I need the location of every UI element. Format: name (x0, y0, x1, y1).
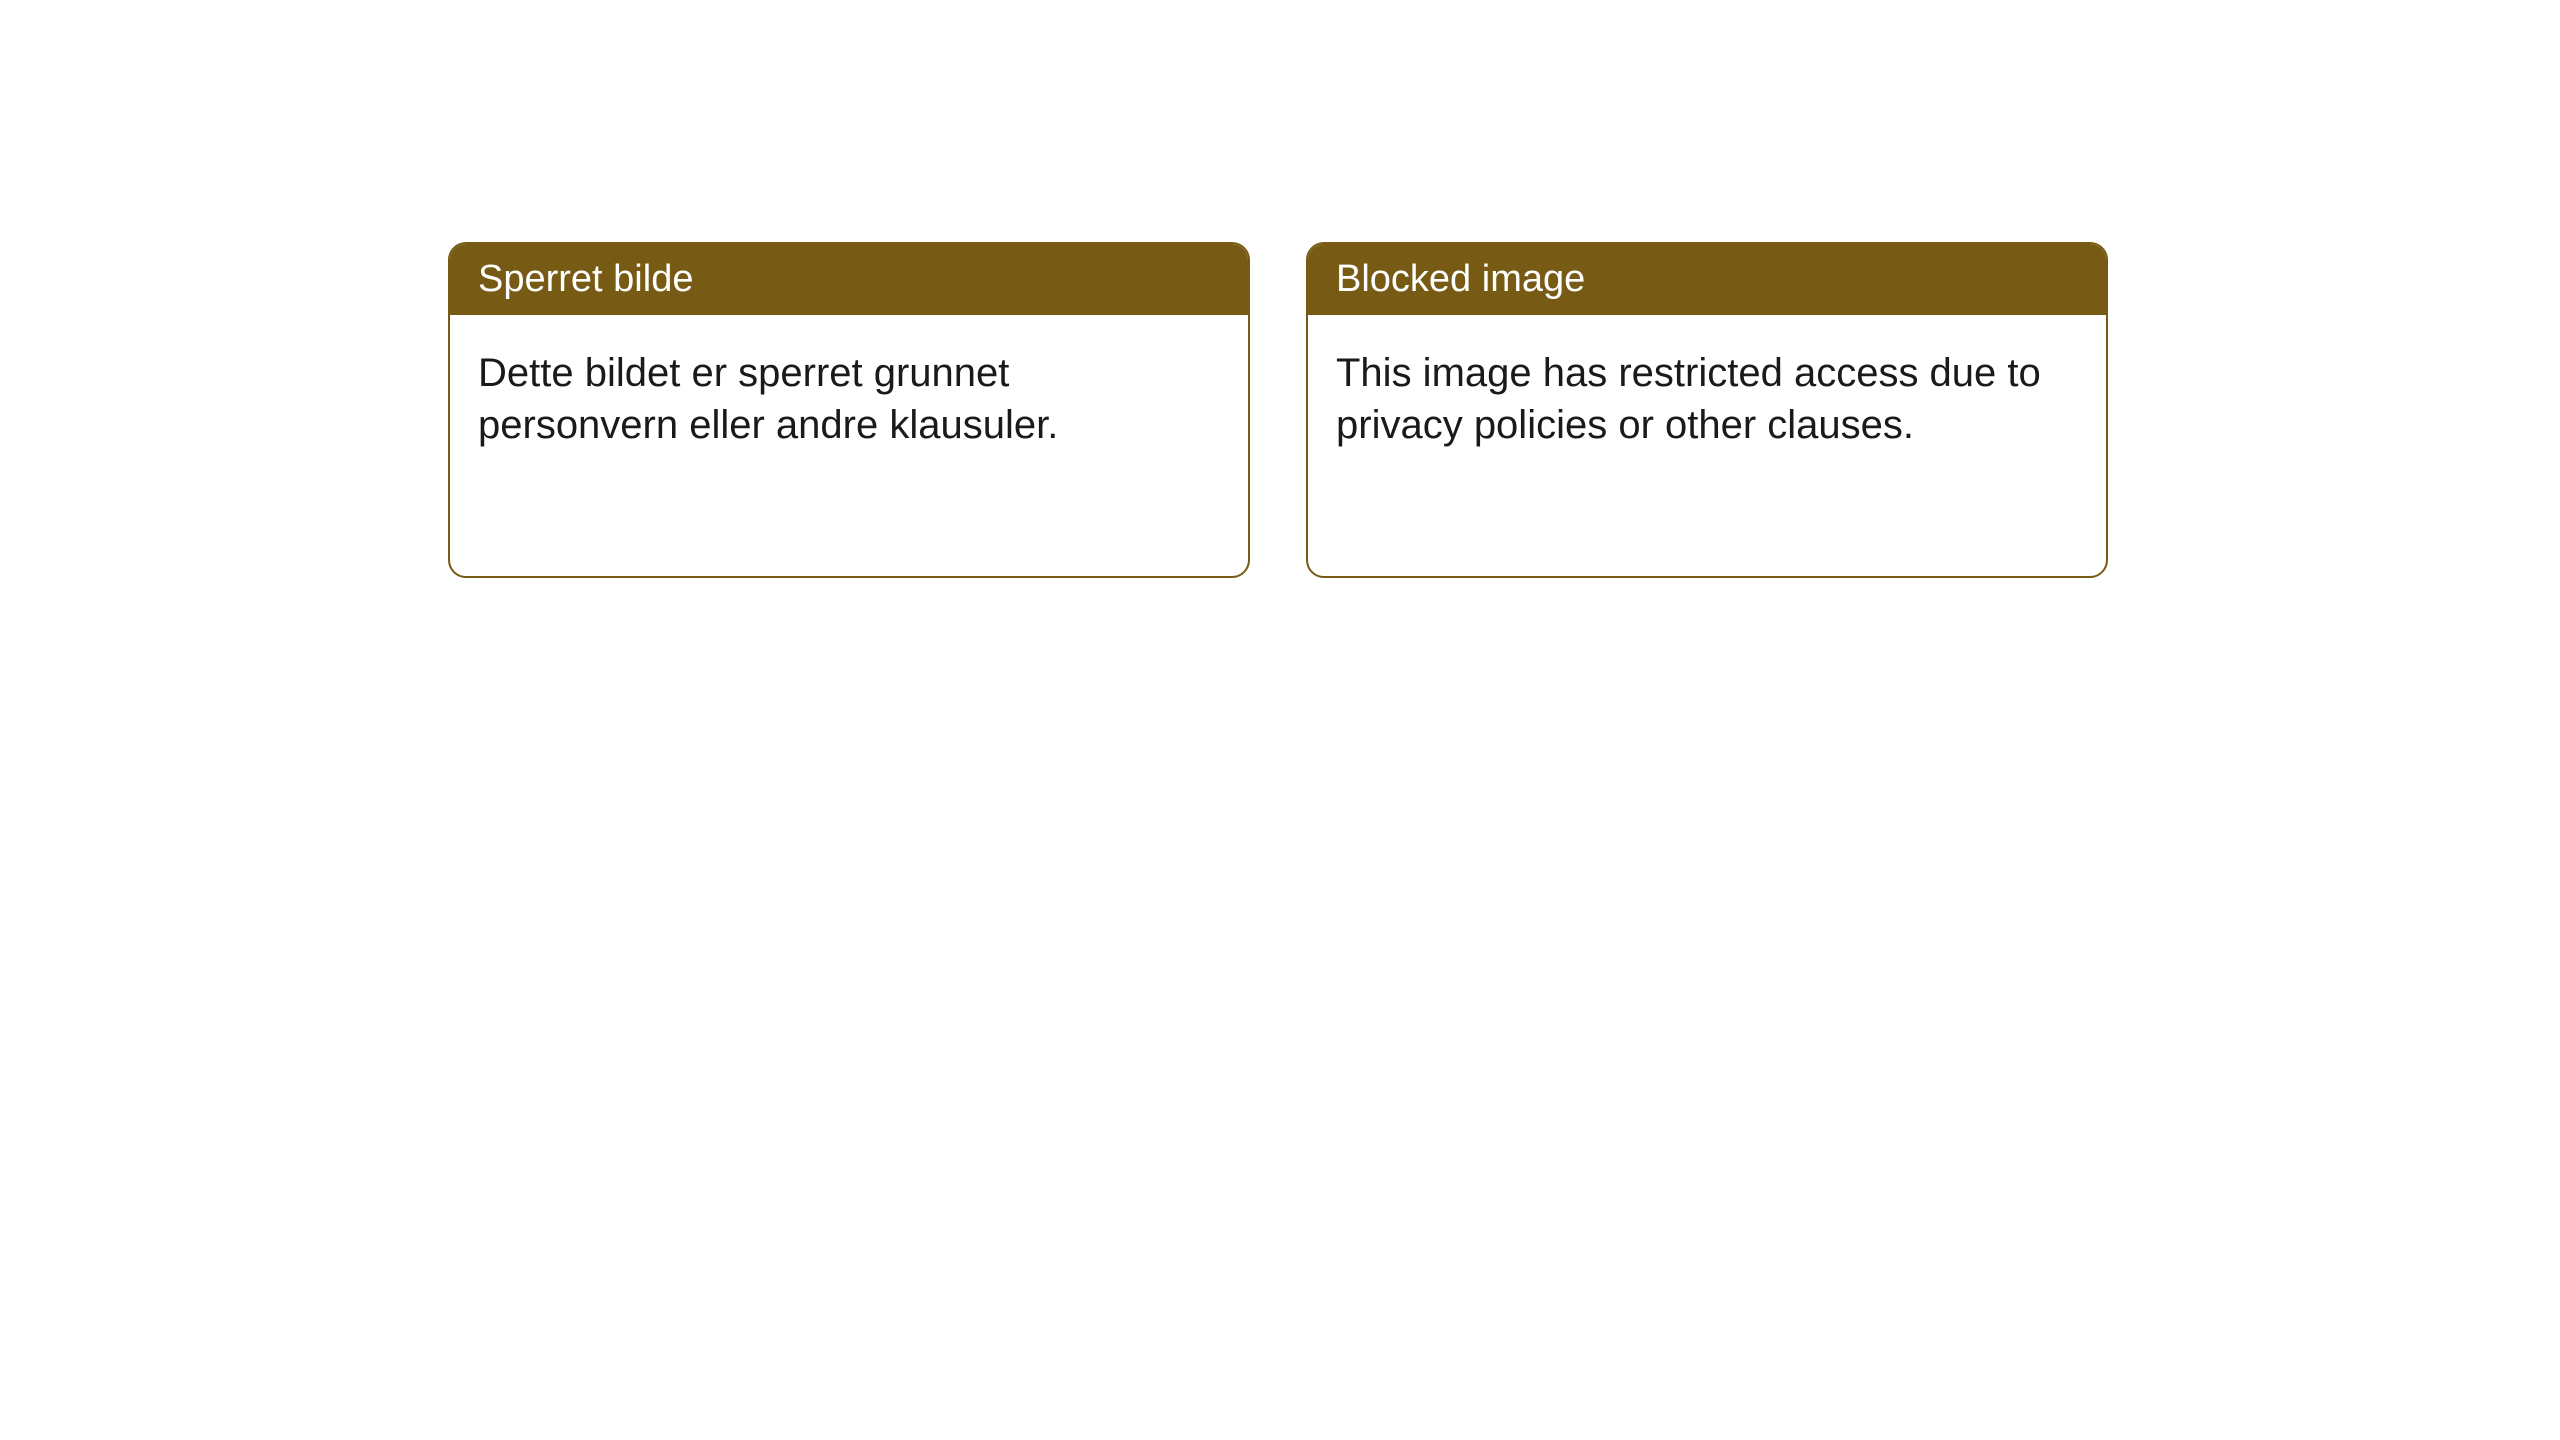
notice-body-text: This image has restricted access due to … (1336, 351, 2041, 447)
notice-container: Sperret bilde Dette bildet er sperret gr… (0, 0, 2560, 578)
notice-title: Sperret bilde (478, 258, 693, 300)
notice-box-english: Blocked image This image has restricted … (1306, 242, 2108, 578)
notice-box-norwegian: Sperret bilde Dette bildet er sperret gr… (448, 242, 1250, 578)
notice-header: Sperret bilde (450, 244, 1248, 315)
notice-body-text: Dette bildet er sperret grunnet personve… (478, 351, 1058, 447)
notice-title: Blocked image (1336, 258, 1585, 300)
notice-header: Blocked image (1308, 244, 2106, 315)
notice-body: Dette bildet er sperret grunnet personve… (450, 315, 1248, 483)
notice-body: This image has restricted access due to … (1308, 315, 2106, 483)
